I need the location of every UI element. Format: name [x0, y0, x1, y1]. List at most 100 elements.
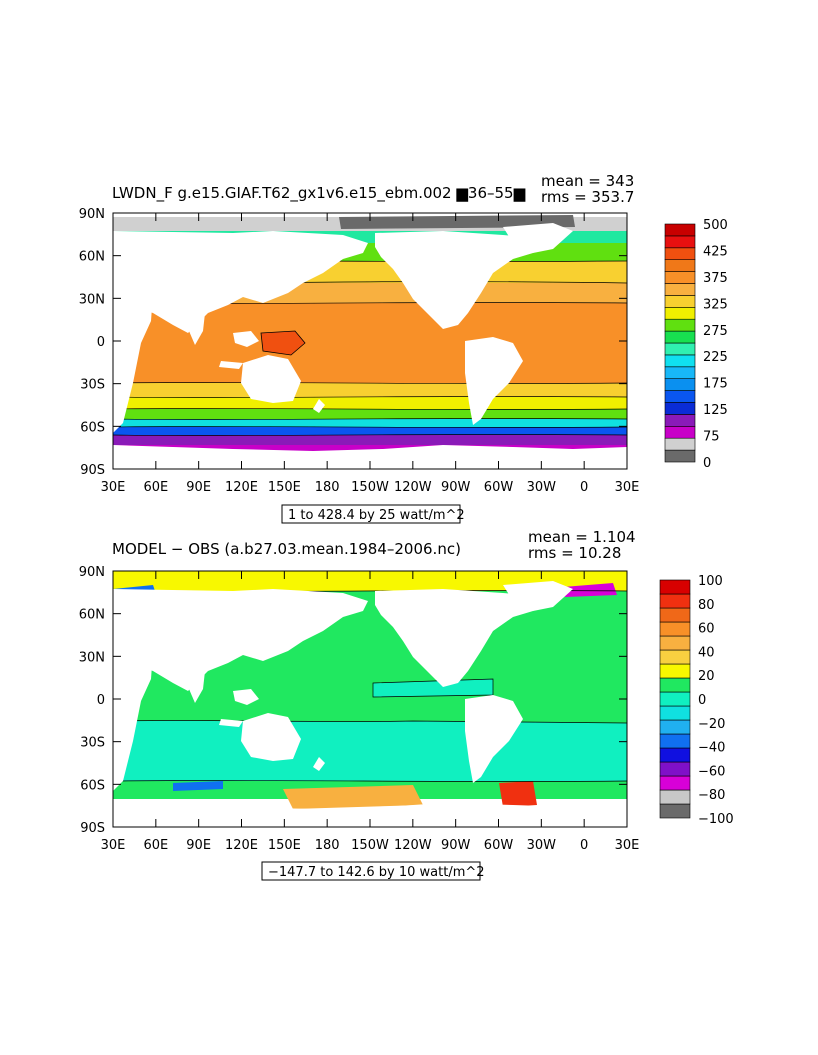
colorbar-swatch: [664, 223, 696, 237]
colorbar-swatch: [664, 378, 696, 391]
top-axis-ticks: 90N 60N 30N 0 30S 60S 90S 30E 60E 90E 120E 150E 180 1…: [79, 207, 640, 495]
lat-tick-label: 90S: [80, 821, 105, 836]
colorbar-swatch: [664, 425, 696, 439]
lon-tick-label: 60E: [143, 838, 168, 853]
colorbar-swatch: [664, 283, 696, 296]
lon-tick-label: 30E: [101, 480, 126, 495]
colorbar-label: 325: [703, 297, 728, 312]
lat-tick-label: 0: [97, 335, 105, 350]
colorbar-swatch: [664, 235, 696, 249]
colorbar-swatch: [659, 733, 691, 749]
colorbar-swatch: [664, 437, 696, 451]
lat-tick-label: 30N: [79, 650, 105, 665]
colorbar-swatch: [659, 747, 691, 763]
lon-tick-label: 60W: [484, 480, 514, 495]
colorbar-label: 175: [703, 377, 728, 392]
lon-tick-label: 0: [580, 838, 588, 853]
lon-tick-label: 120W: [394, 480, 432, 495]
bottom-title: MODEL − OBS (a.b27.03.mean.1984–2006.nc): [112, 540, 461, 558]
colorbar-swatch: [659, 663, 691, 679]
colorbar-label: 20: [698, 669, 715, 684]
lon-tick-label: 90W: [441, 480, 471, 495]
top-title: LWDN_F g.e15.GIAF.T62_gx1v6.e15_ebm.002 …: [112, 184, 526, 203]
colorbar-label: −60: [698, 764, 725, 779]
colorbar-label: 225: [703, 350, 728, 365]
lon-tick-label: 60W: [484, 838, 514, 853]
lat-tick-label: 60S: [80, 420, 105, 435]
bottom-panel: MODEL − OBS (a.b27.03.mean.1984–2006.nc)…: [79, 528, 734, 881]
lon-tick-label: 90E: [186, 838, 211, 853]
colorbar-label: 100: [698, 574, 723, 589]
lon-tick-label: 90E: [186, 480, 211, 495]
colorbar-swatch: [659, 691, 691, 707]
colorbar-label: 425: [703, 244, 728, 259]
lat-tick-label: 0: [97, 693, 105, 708]
bottom-axis-ticks: 90N 60N 30N 0 30S 60S 90S 30E 60E 90E 120E 150E 180 1…: [79, 565, 640, 853]
lat-tick-label: 30N: [79, 292, 105, 307]
colorbar-swatch: [664, 366, 696, 379]
colorbar-label: 375: [703, 271, 728, 286]
top-panel: LWDN_F g.e15.GIAF.T62_gx1v6.e15_ebm.002 …: [79, 172, 728, 524]
colorbar-label: 75: [703, 430, 720, 445]
colorbar-label: 0: [698, 693, 706, 708]
bottom-mean: mean = 1.104: [528, 528, 636, 546]
colorbar-label: −100: [698, 812, 734, 827]
lon-tick-label: 180: [315, 838, 340, 853]
colorbar-swatch: [664, 259, 696, 272]
top-mean: mean = 343: [541, 172, 634, 190]
top-map: [112, 212, 628, 470]
colorbar-swatch: [659, 705, 691, 721]
colorbar-swatch: [659, 789, 691, 805]
colorbar-swatch: [659, 635, 691, 651]
colorbar-swatch: [659, 677, 691, 693]
lon-tick-label: 0: [580, 480, 588, 495]
bottom-colorbar: −100 −80 −60 −40 −20 0 20 40 60 80 100: [659, 574, 734, 827]
top-colorbar: 0 75 125 175 225 275 325 375 425 500: [664, 218, 728, 471]
colorbar-swatch: [659, 593, 691, 609]
lon-tick-label: 30E: [101, 838, 126, 853]
colorbar-swatch: [664, 271, 696, 284]
top-range-label: 1 to 428.4 by 25 watt/m^2: [288, 508, 465, 523]
colorbar-swatch: [664, 295, 696, 308]
colorbar-label: −80: [698, 788, 725, 803]
lon-tick-label: 150W: [351, 838, 389, 853]
lon-tick-label: 60E: [143, 480, 168, 495]
lon-tick-label: 120E: [225, 480, 258, 495]
colorbar-swatch: [664, 330, 696, 344]
colorbar-swatch: [664, 306, 696, 320]
bottom-map: [112, 570, 628, 828]
lat-tick-label: 60N: [79, 250, 105, 265]
colorbar-swatch: [659, 761, 691, 777]
bottom-range-label: −147.7 to 142.6 by 10 watt/m^2: [268, 865, 485, 880]
lon-tick-label: 120W: [394, 838, 432, 853]
lat-tick-label: 90N: [79, 207, 105, 222]
lon-tick-label: 30E: [615, 838, 640, 853]
colorbar-swatch: [659, 719, 691, 735]
lat-tick-label: 30S: [80, 736, 105, 751]
colorbar-label: −40: [698, 741, 725, 756]
colorbar-swatch: [664, 449, 696, 463]
lon-tick-label: 150E: [268, 838, 301, 853]
lat-tick-label: 60N: [79, 608, 105, 623]
colorbar-swatch: [664, 247, 696, 261]
lon-tick-label: 30E: [615, 480, 640, 495]
lat-tick-label: 30S: [80, 378, 105, 393]
colorbar-swatch: [659, 649, 691, 665]
colorbar-label: 40: [698, 645, 715, 660]
lon-tick-label: 120E: [225, 838, 258, 853]
lon-tick-label: 30W: [527, 480, 557, 495]
bottom-rms: rms = 10.28: [528, 544, 621, 562]
lat-tick-label: 90S: [80, 463, 105, 478]
lon-tick-label: 30W: [527, 838, 557, 853]
colorbar-label: −20: [698, 717, 725, 732]
colorbar-label: 125: [703, 403, 728, 418]
colorbar-label: 0: [703, 456, 711, 471]
lat-tick-label: 60S: [80, 778, 105, 793]
colorbar-label: 80: [698, 598, 715, 613]
colorbar-label: 500: [703, 218, 728, 233]
colorbar-swatch: [659, 607, 691, 623]
lon-tick-label: 180: [315, 480, 340, 495]
colorbar-swatch: [659, 775, 691, 791]
lat-tick-label: 90N: [79, 565, 105, 580]
